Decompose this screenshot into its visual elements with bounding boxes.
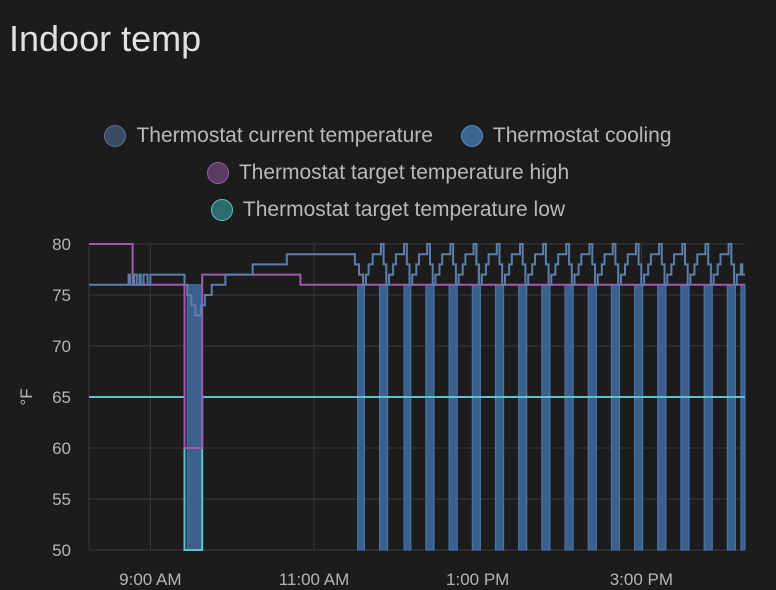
legend-swatch-cooling	[460, 124, 483, 147]
legend-swatch-target-low	[210, 198, 233, 221]
legend-item-target-low[interactable]: Thermostat target temperature low	[210, 197, 566, 222]
legend-item-cooling[interactable]: Thermostat cooling	[460, 123, 672, 148]
cooling-bar	[494, 284, 505, 551]
y-tick-label: 75	[52, 286, 71, 305]
x-tick-label: 9:00 AM	[119, 570, 181, 589]
legend-label: Thermostat cooling	[492, 123, 672, 147]
legend-item-target-high[interactable]: Thermostat target temperature high	[206, 160, 570, 185]
y-tick-label: 65	[52, 388, 71, 407]
cooling-bar	[378, 284, 389, 551]
x-tick-label: 11:00 AM	[279, 570, 350, 589]
cooling-bar	[357, 284, 365, 551]
y-tick-label: 55	[52, 490, 71, 509]
legend-swatch-current-temperature	[104, 124, 127, 147]
cooling-bar	[403, 284, 412, 551]
y-tick-label: 60	[52, 439, 71, 458]
cooling-bar	[471, 284, 481, 551]
y-tick-label: 80	[52, 235, 71, 254]
series-line-current-temperature	[89, 243, 745, 317]
cooling-bar	[425, 284, 435, 551]
cooling-bar	[564, 284, 574, 551]
y-tick-label: 50	[52, 541, 71, 560]
cooling-bar	[726, 284, 736, 551]
cooling-bar	[518, 284, 528, 551]
cooling-bar	[740, 284, 746, 551]
cooling-bar	[703, 284, 713, 551]
legend-swatch-target-high	[206, 161, 229, 184]
cooling-bar	[680, 284, 690, 551]
chart-legend: Thermostat current temperature Thermosta…	[0, 117, 776, 228]
y-axis-label: °F	[17, 388, 36, 405]
cooling-bar	[541, 284, 551, 551]
x-tick-label: 1:00 PM	[446, 570, 509, 589]
cooling-bar	[186, 284, 203, 551]
x-tick-label: 3:00 PM	[610, 570, 673, 589]
cooling-bar	[634, 284, 644, 551]
cooling-bar	[657, 284, 667, 551]
series-line-target-low	[89, 396, 745, 551]
legend-label: Thermostat target temperature low	[242, 197, 566, 221]
legend-item-current-temperature[interactable]: Thermostat current temperature	[104, 123, 433, 148]
series-line-target-high	[89, 243, 745, 449]
y-tick-label: 70	[52, 337, 71, 356]
cooling-bar	[448, 284, 458, 551]
legend-label: Thermostat current temperature	[136, 123, 433, 147]
cooling-bar	[587, 284, 597, 551]
cooling-bar	[610, 284, 621, 551]
legend-label: Thermostat target temperature high	[238, 160, 570, 184]
card-title: Indoor temp	[9, 18, 202, 59]
